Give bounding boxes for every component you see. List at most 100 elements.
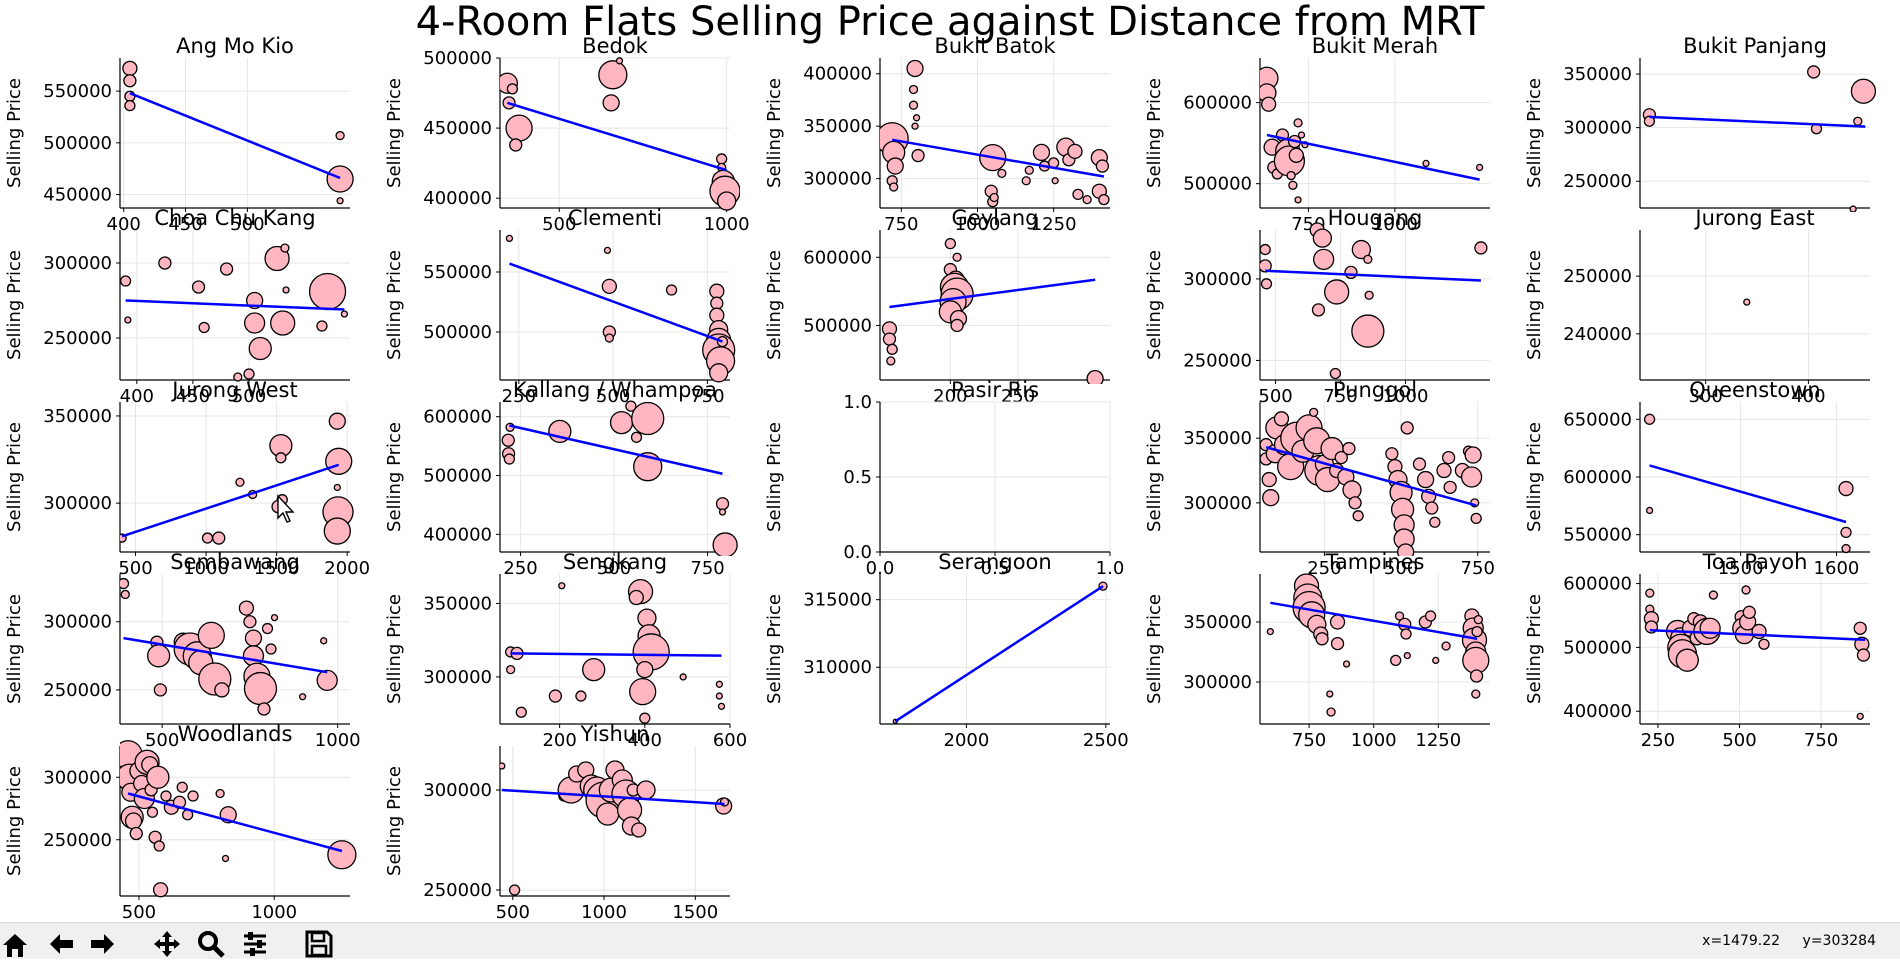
y-tick-label: 500000 <box>1183 174 1252 195</box>
data-point <box>160 790 172 802</box>
points-group <box>1643 585 1871 720</box>
data-point <box>505 114 533 142</box>
data-point <box>1326 690 1334 698</box>
y-tick-label: 350000 <box>423 593 492 614</box>
data-point <box>244 629 263 647</box>
forward-button[interactable] <box>88 929 118 959</box>
data-point <box>1352 510 1364 522</box>
data-point <box>633 452 663 482</box>
regression-line <box>506 101 728 172</box>
data-point <box>1297 131 1306 139</box>
data-point <box>1021 176 1031 186</box>
subplot-title: Sembawang <box>170 550 300 574</box>
data-point <box>1324 279 1350 305</box>
subplot-title: Bukit Panjang <box>1683 34 1827 58</box>
data-point <box>1400 628 1412 640</box>
data-point <box>1309 407 1319 417</box>
x-tick-label: 750 <box>1323 386 1357 407</box>
points-group <box>1260 222 1488 380</box>
data-point <box>1348 496 1362 510</box>
subplot-title: Clementi <box>568 206 662 230</box>
x-tick-label: 1000 <box>1383 386 1429 407</box>
data-point <box>575 690 587 702</box>
points-group <box>1260 66 1484 204</box>
y-tick-label: 300000 <box>43 493 112 514</box>
home-button[interactable] <box>0 929 30 959</box>
data-point <box>1471 625 1483 638</box>
zoom-button[interactable] <box>196 929 226 959</box>
regression-line <box>508 262 723 343</box>
data-point <box>1342 480 1362 500</box>
data-point <box>153 840 165 852</box>
data-point <box>243 368 255 380</box>
data-point <box>335 130 345 141</box>
data-point <box>1443 480 1457 494</box>
points-group <box>880 59 1110 208</box>
data-point <box>1838 480 1854 497</box>
data-point <box>1363 254 1373 264</box>
data-point <box>1436 462 1452 479</box>
x-tick-label: 400 <box>107 214 141 235</box>
plots-canvas[interactable]: 400 450 500 450000 500000 550000 Selling Price… <box>0 0 1900 922</box>
data-point <box>124 812 143 830</box>
subplot-title: Toa Payoh <box>1702 550 1808 574</box>
y-axis-label: Selling Price <box>384 78 405 188</box>
regression-line <box>510 652 722 657</box>
data-point <box>1330 636 1345 651</box>
data-point <box>270 310 296 336</box>
data-point <box>1273 411 1290 427</box>
data-point <box>1311 303 1326 317</box>
save-button[interactable] <box>304 929 334 959</box>
back-button[interactable] <box>46 929 76 959</box>
data-point <box>1412 457 1427 471</box>
y-axis-label: Selling Price <box>4 594 25 704</box>
x-tick-label: 400 <box>1791 386 1825 407</box>
pan-button[interactable] <box>152 929 182 959</box>
x-tick-label: 750 <box>884 214 918 235</box>
data-point <box>509 138 523 152</box>
data-point <box>1086 369 1104 384</box>
y-tick-label: 1.0 <box>843 392 872 413</box>
y-axis-label: Selling Price <box>1144 78 1165 188</box>
y-tick-label: 500000 <box>43 133 112 154</box>
y-tick-label: 550000 <box>43 81 112 102</box>
data-point <box>1082 194 1092 205</box>
data-point <box>1394 611 1405 621</box>
y-tick-label: 450000 <box>423 118 492 139</box>
y-tick-label: 550000 <box>1563 525 1632 546</box>
regression-line <box>509 424 723 475</box>
data-point <box>505 234 514 243</box>
data-point <box>665 284 678 296</box>
data-point <box>1351 314 1385 348</box>
data-point <box>515 706 527 718</box>
data-point <box>911 122 919 130</box>
data-point <box>1853 621 1867 635</box>
data-point <box>989 192 999 203</box>
cursor-coordinates: x=1479.22 y=303284 <box>1684 933 1876 949</box>
x-tick-label: 750 <box>1461 558 1495 579</box>
data-point <box>1473 614 1484 625</box>
y-tick-label: 240000 <box>1563 324 1632 345</box>
data-point <box>630 431 643 443</box>
y-tick-label: 500000 <box>803 315 872 336</box>
y-tick-label: 500000 <box>423 48 492 69</box>
subplot-title: Woodlands <box>178 722 293 746</box>
points-group <box>501 400 738 556</box>
subplot: 500 750 1000 250000 300000 Selling Price Houga… <box>1144 206 1490 407</box>
y-axis-label: Selling Price <box>764 594 785 704</box>
x-tick-label: 1250 <box>1031 214 1077 235</box>
y-tick-label: 450000 <box>43 185 112 206</box>
y-tick-label: 650000 <box>1563 409 1632 430</box>
x-tick-label: 1000 <box>1372 214 1418 235</box>
x-tick-label: 1500 <box>672 902 718 922</box>
data-point <box>631 401 665 436</box>
configure-subplots-button[interactable] <box>240 929 270 959</box>
x-tick-label: 2000 <box>324 558 370 579</box>
x-tick-label: 250 <box>1307 558 1341 579</box>
data-point <box>120 577 130 590</box>
data-point <box>718 508 727 516</box>
data-point <box>631 822 647 838</box>
data-point <box>1344 265 1358 280</box>
data-point <box>197 621 225 650</box>
data-point <box>1262 489 1280 507</box>
